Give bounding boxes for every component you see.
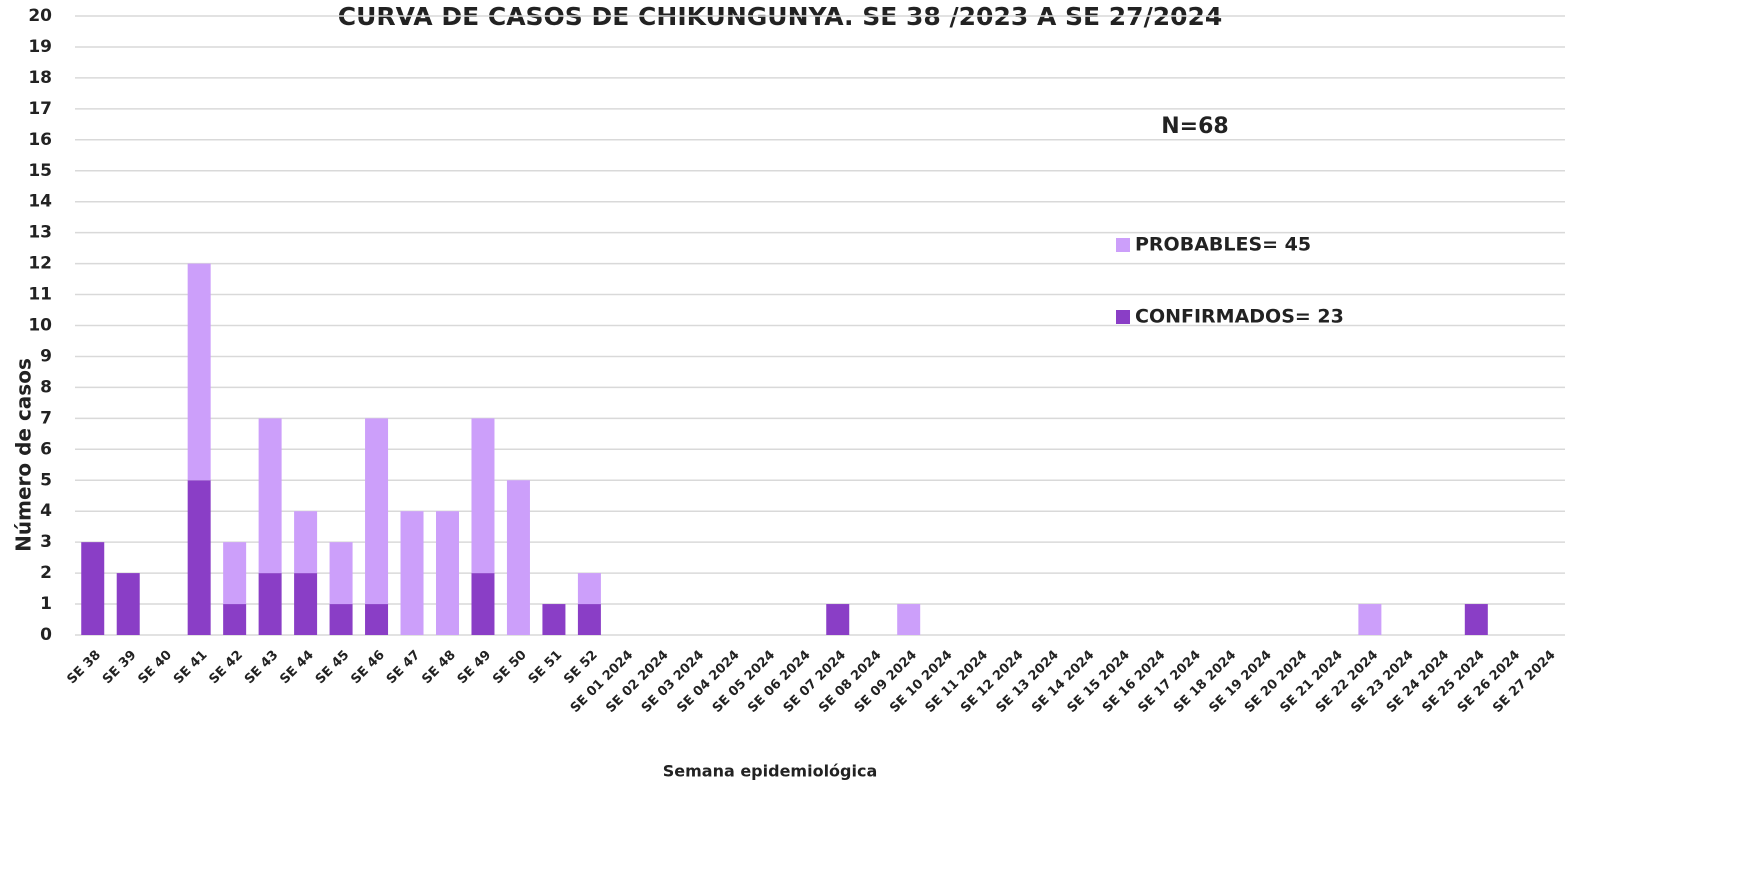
bar-segment (506, 480, 530, 635)
y-tick-label: 5 (40, 470, 52, 490)
x-tick-label: SE 45 (313, 648, 353, 688)
x-tick-label: SE 42 (206, 648, 246, 688)
x-tick-label: SE 51 (526, 648, 566, 688)
x-tick-label: SE 47 (384, 648, 424, 688)
x-tick-label: SE 46 (348, 648, 388, 688)
bar-segment (365, 418, 389, 605)
bar-segment (187, 480, 211, 635)
y-tick-label: 2 (40, 563, 52, 583)
y-tick-label: 14 (28, 192, 52, 212)
y-tick-label: 3 (40, 532, 52, 552)
x-tick-label: SE 27 2024 (1490, 648, 1558, 716)
legend-label: CONFIRMADOS= 23 (1135, 306, 1344, 328)
bar-segment (258, 573, 282, 635)
bar-segment (294, 573, 318, 635)
x-tick-label: SE 39 (100, 648, 140, 688)
bar-segment (329, 542, 353, 605)
x-tick-label: SE 43 (242, 648, 282, 688)
x-tick-label: SE 44 (277, 648, 317, 688)
y-tick-label: 7 (40, 408, 52, 428)
bar-segment (471, 573, 495, 635)
bar-segment (294, 511, 318, 574)
bar-segment (223, 542, 247, 605)
bar-segment (223, 604, 247, 635)
legend-label: PROBABLES= 45 (1135, 234, 1311, 256)
bar-segment (187, 263, 211, 481)
y-tick-label: 0 (40, 625, 52, 645)
y-tick-label: 19 (28, 37, 52, 57)
y-tick-label: 9 (40, 346, 52, 366)
bar-segment (81, 542, 105, 635)
y-tick-label: 4 (40, 501, 52, 521)
y-tick-label: 12 (28, 254, 52, 274)
annotation: N=68 (1161, 114, 1228, 139)
bar-segment (436, 511, 459, 635)
x-tick-label: SE 41 (171, 648, 211, 688)
y-tick-label: 1 (40, 594, 52, 614)
legend-swatch (1116, 310, 1130, 324)
y-tick-label: 8 (40, 377, 52, 397)
bar-segment (1464, 604, 1488, 635)
bar-segment (258, 418, 282, 574)
y-axis-title: Número de casos (12, 358, 36, 552)
y-tick-label: 18 (28, 68, 52, 88)
bar-segment (329, 604, 353, 635)
x-tick-label: SE 38 (65, 648, 105, 688)
bar-segment (471, 418, 495, 574)
bar-segment (577, 573, 601, 605)
y-tick-label: 11 (28, 285, 52, 305)
y-tick-label: 17 (28, 99, 52, 119)
y-tick-label: 15 (28, 161, 52, 181)
y-tick-label: 6 (40, 439, 52, 459)
x-tick-label: SE 49 (455, 648, 495, 688)
y-tick-label: 16 (28, 130, 52, 150)
legend-swatch (1116, 238, 1130, 252)
bar-segment (1358, 604, 1382, 635)
bar-segment (116, 573, 140, 635)
bar-segment (577, 604, 601, 635)
bar-segment (897, 604, 921, 635)
x-axis-title: Semana epidemiológica (663, 762, 878, 781)
x-tick-label: SE 50 (490, 648, 530, 688)
bar-segment (400, 511, 424, 635)
x-tick-label: SE 48 (419, 648, 459, 688)
y-tick-label: 13 (28, 223, 52, 243)
bar-segment (826, 604, 850, 635)
x-tick-label: SE 40 (135, 648, 175, 688)
bar-segment (365, 604, 389, 635)
y-tick-label: 20 (28, 6, 52, 26)
y-tick-label: 10 (28, 316, 52, 336)
bar-segment (542, 604, 566, 635)
